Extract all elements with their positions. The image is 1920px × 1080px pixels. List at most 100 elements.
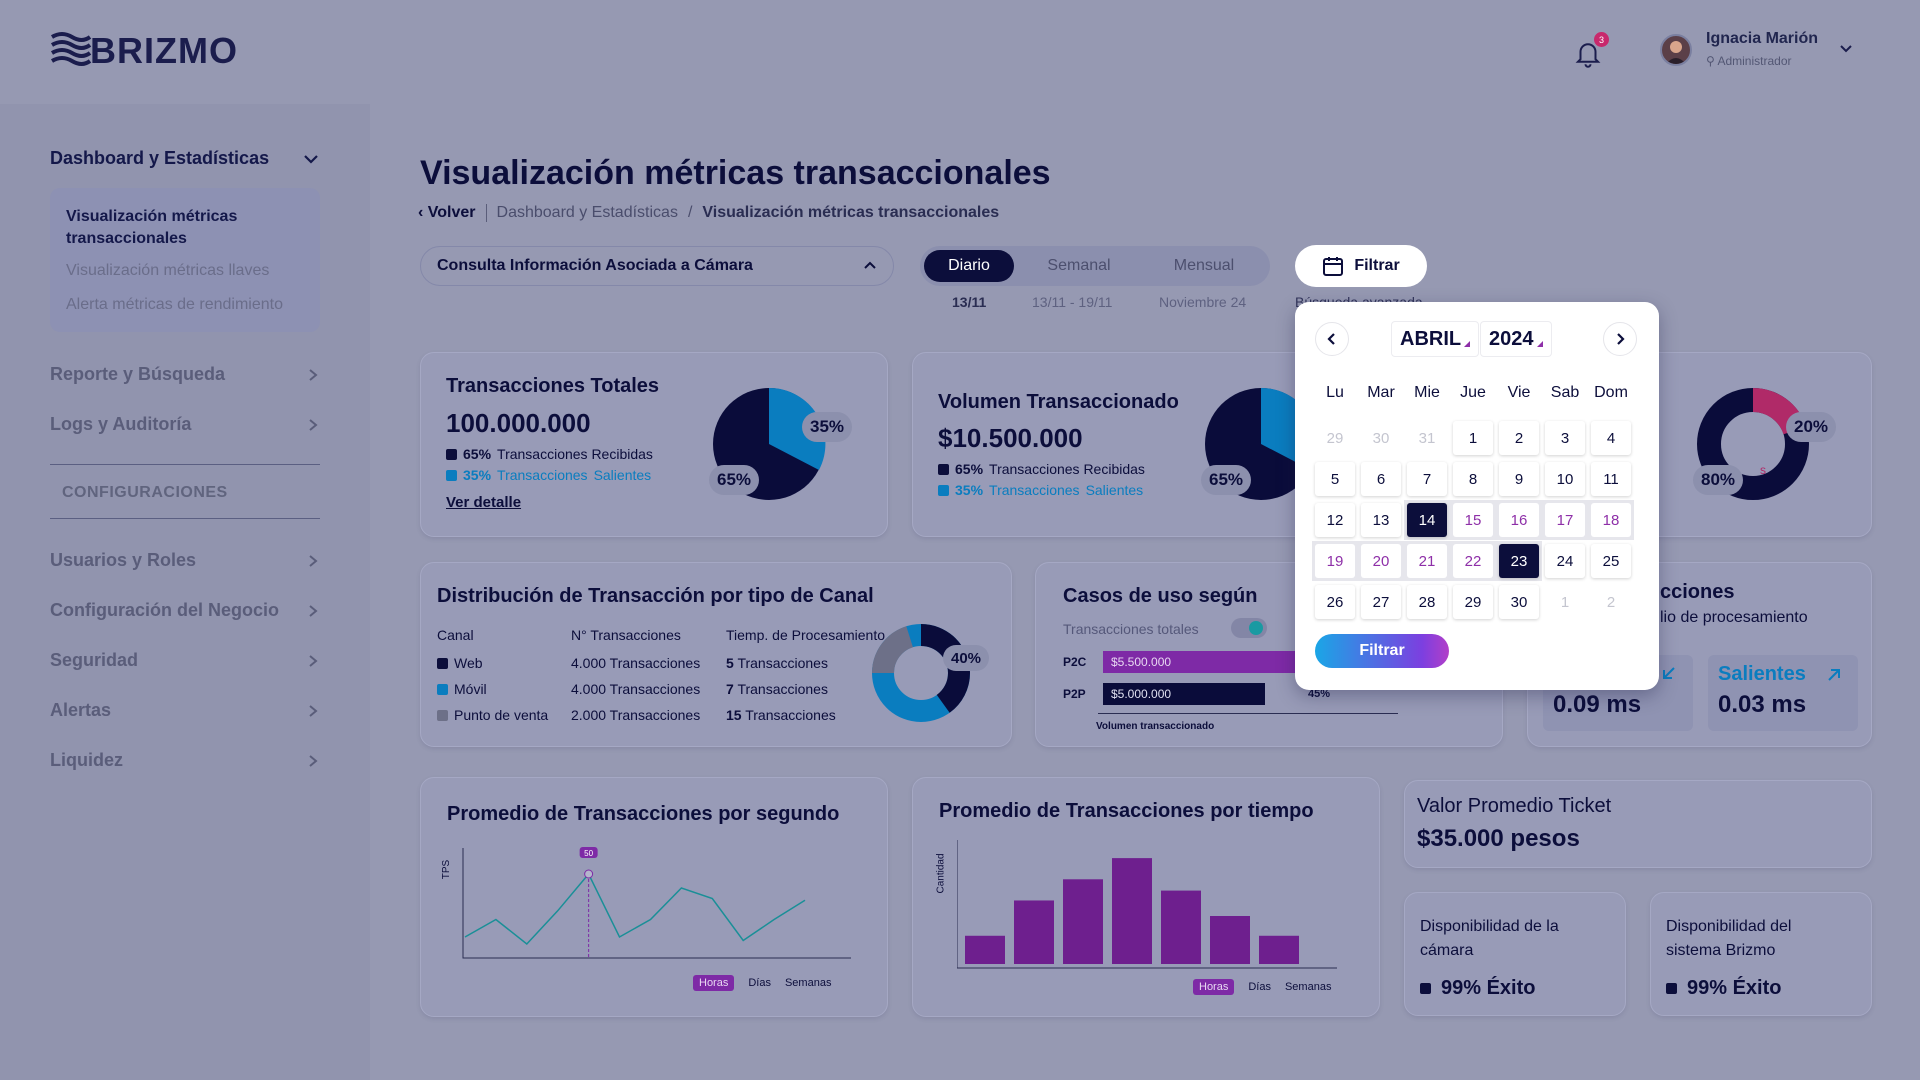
toggle-knob (1249, 621, 1263, 635)
pie-slice-salientes (769, 387, 826, 470)
calendar-day[interactable]: 18 (1591, 503, 1631, 537)
calendar-day[interactable]: 5 (1315, 462, 1355, 496)
legend-swatch (446, 448, 457, 460)
switch-dias[interactable]: Días (1248, 981, 1271, 993)
sidebar-config-heading: CONFIGURACIONES (62, 484, 228, 501)
calendar-day[interactable]: 25 (1591, 544, 1631, 578)
switch-horas[interactable]: Horas (1193, 979, 1235, 995)
tab-diario[interactable]: Diario (924, 250, 1014, 282)
weekday-mar: Mar (1367, 384, 1395, 401)
card-value: 100.000.000 (446, 408, 591, 438)
date-diario: 13/11 (952, 294, 987, 310)
calendar-day[interactable]: 17 (1545, 503, 1585, 537)
weekday-mie: Mie (1414, 384, 1440, 401)
filter-button[interactable]: Filtrar (1295, 245, 1427, 287)
switch-horas[interactable]: Horas (693, 975, 735, 991)
calendar-day[interactable]: 30 (1499, 585, 1539, 619)
sidebar-item-logs[interactable]: Logs y Auditoría (50, 414, 320, 435)
sidebar-item-reporte[interactable]: Reporte y Búsqueda (50, 364, 320, 385)
select-value: Consulta Información Asociada a Cámara (437, 257, 753, 274)
calendar-day[interactable]: 9 (1499, 462, 1539, 496)
calendar-day[interactable]: 26 (1315, 585, 1355, 619)
prev-month-button[interactable] (1315, 322, 1349, 356)
year-select[interactable]: 2024 (1480, 321, 1552, 357)
card-title: Promedio de Transacciones por tiempo (939, 800, 1314, 822)
switch-semanas[interactable]: Semanas (1284, 981, 1332, 993)
card-title: Disponibilidad del sistema Brizmo (1666, 918, 1792, 959)
donut-ring-web (872, 624, 970, 722)
calendar-day[interactable]: 23 (1499, 544, 1539, 578)
bar-pct-p2p: 45% (1308, 688, 1331, 700)
brizmo-logo[interactable]: BRIZMO (50, 30, 238, 72)
next-month-button[interactable] (1603, 322, 1637, 356)
period-tabs: Diario Semanal Mensual (920, 246, 1270, 286)
calendar-day[interactable]: 12 (1315, 503, 1355, 537)
back-link[interactable]: ‹ Volver (418, 204, 476, 221)
sidebar-item-usuarios[interactable]: Usuarios y Roles (50, 550, 320, 571)
calendar-day[interactable]: 8 (1453, 462, 1493, 496)
breadcrumb-parent[interactable]: Dashboard y Estadísticas (496, 204, 678, 221)
donut-label-b: 80% (1693, 465, 1744, 495)
switch-dias[interactable]: Días (748, 977, 771, 989)
pie-label-a: 35% (802, 412, 853, 442)
switch-semanas[interactable]: Semanas (784, 977, 832, 989)
card-title: Volumen Transaccionado (938, 391, 1179, 413)
sidebar-item-liquidez[interactable]: Liquidez (50, 750, 320, 771)
calendar-day[interactable]: 14 (1407, 503, 1447, 537)
calendar-day[interactable]: 19 (1315, 544, 1355, 578)
calendar-day[interactable]: 27 (1361, 585, 1401, 619)
value-text: 99% Éxito (1441, 977, 1536, 999)
calendar-day[interactable]: 20 (1361, 544, 1401, 578)
highlight-point[interactable] (584, 869, 594, 879)
tab-mensual[interactable]: Mensual (1173, 257, 1235, 274)
donut-ring-segment (1697, 388, 1809, 500)
calendar-filter-button[interactable]: Filtrar (1315, 634, 1449, 668)
avatar[interactable] (1660, 34, 1692, 66)
calendar-day: 29 (1315, 421, 1355, 455)
granularity-switch: Horas Días Semanas (693, 975, 831, 991)
sidebar-section-dashboard[interactable]: Dashboard y Estadísticas (50, 148, 320, 169)
sidebar-subitem-transaccionales[interactable]: Visualización métricas transaccionales (66, 208, 238, 247)
chevron-down-icon (304, 154, 318, 164)
tiempo-num: 7 (726, 681, 734, 697)
sidebar-item-alertas[interactable]: Alertas (50, 700, 320, 721)
calendar-day[interactable]: 11 (1591, 462, 1631, 496)
calendar-day[interactable]: 28 (1407, 585, 1447, 619)
calendar-day[interactable]: 4 (1591, 421, 1631, 455)
calendar-day[interactable]: 24 (1545, 544, 1585, 578)
calendar-day[interactable]: 1 (1453, 421, 1493, 455)
calendar-day[interactable]: 2 (1499, 421, 1539, 455)
sidebar-item-seguridad[interactable]: Seguridad (50, 650, 320, 671)
calendar-day[interactable]: 15 (1453, 503, 1493, 537)
chevron-right-icon (309, 554, 318, 567)
user-name[interactable]: Ignacia Marión (1706, 30, 1819, 47)
calendar-day[interactable]: 21 (1407, 544, 1447, 578)
weekday-lu: Lu (1326, 384, 1344, 401)
tab-semanal[interactable]: Semanal (1047, 257, 1111, 274)
calendar-day[interactable]: 29 (1453, 585, 1493, 619)
sidebar-subitem-llaves[interactable]: Visualización métricas llaves (66, 262, 270, 279)
calendar-day[interactable]: 7 (1407, 462, 1447, 496)
month-select[interactable]: ABRIL (1391, 321, 1480, 357)
chevron-down-icon[interactable] (1838, 40, 1854, 56)
legend-swatch (938, 484, 949, 496)
calendar-day[interactable]: 13 (1361, 503, 1401, 537)
calendar-day[interactable]: 16 (1499, 503, 1539, 537)
sidebar-item-negocio[interactable]: Configuración del Negocio (50, 600, 320, 621)
sidebar-subitem-alerta[interactable]: Alerta métricas de rendimiento (66, 296, 283, 313)
camera-info-select[interactable]: Consulta Información Asociada a Cámara (420, 246, 894, 286)
chevron-up-icon (864, 261, 876, 269)
calendar-day[interactable]: 10 (1545, 462, 1585, 496)
calendar-day[interactable]: 6 (1361, 462, 1401, 496)
card-subtitle-fragment: lio de procesamiento (1660, 609, 1808, 626)
calendar-day[interactable]: 22 (1453, 544, 1493, 578)
month-value: ABRIL (1400, 327, 1462, 350)
legend-text-b: Salientes (593, 467, 652, 483)
arrow-up-right-icon (1828, 669, 1840, 681)
transacciones-toggle[interactable] (1231, 618, 1267, 638)
donut-chart-canal (872, 624, 970, 722)
bell-icon[interactable] (1573, 38, 1603, 68)
calendar-day[interactable]: 3 (1545, 421, 1585, 455)
ver-detalle-link[interactable]: Ver detalle (446, 494, 522, 511)
date-picker: ABRIL 2024 Filtrar Lu Mar Mie Jue Vie Sab Dom 2… (1295, 302, 1659, 690)
